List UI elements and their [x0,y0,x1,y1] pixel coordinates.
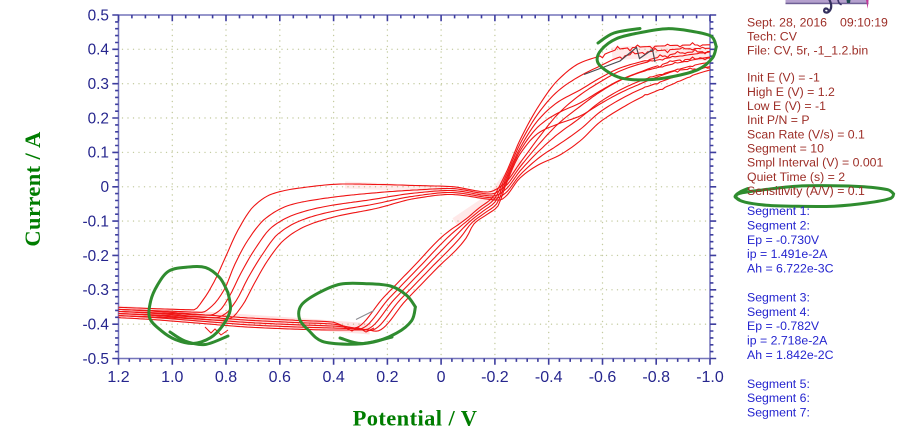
svg-text:-0.4: -0.4 [82,317,109,334]
svg-text:Segment 4:: Segment 4: [747,305,810,319]
svg-text:0.8: 0.8 [215,369,237,386]
svg-text:0: 0 [437,369,446,386]
svg-text:Segment = 10: Segment = 10 [747,142,824,156]
svg-text:0.3: 0.3 [88,76,109,93]
svg-text:Tech: CV: Tech: CV [747,30,798,44]
svg-text:Low E (V) = -1: Low E (V) = -1 [747,99,826,113]
svg-text:Ah = 6.722e-3C: Ah = 6.722e-3C [747,262,834,276]
svg-text:Segment 5:: Segment 5: [747,377,810,391]
svg-text:-0.8: -0.8 [642,369,670,386]
svg-text:0.1: 0.1 [88,145,109,162]
svg-text:0.4: 0.4 [88,42,110,59]
svg-text:Current / A: Current / A [20,131,45,247]
svg-text:1.0: 1.0 [161,369,183,386]
svg-text:0: 0 [100,179,109,196]
svg-text:Potential / V: Potential / V [353,406,478,431]
svg-text:-0.3: -0.3 [82,282,109,299]
svg-text:Init P/N = P: Init P/N = P [747,113,810,127]
svg-text:ip = 2.718e-2A: ip = 2.718e-2A [747,334,828,348]
svg-text:File: CV, 5r, -1_1.2.bin: File: CV, 5r, -1_1.2.bin [747,44,868,58]
svg-text:-0.2: -0.2 [82,248,109,265]
svg-text:-0.2: -0.2 [481,369,509,386]
svg-text:Quiet Time (s) = 2: Quiet Time (s) = 2 [747,170,845,184]
svg-text:-0.5: -0.5 [82,351,109,368]
svg-text:ip = 1.491e-2A: ip = 1.491e-2A [747,247,828,261]
svg-text:High E (V) = 1.2: High E (V) = 1.2 [747,85,835,99]
svg-text:-0.4: -0.4 [535,369,563,386]
svg-text:Ep = -0.730V: Ep = -0.730V [747,233,820,247]
svg-text:Ep = -0.782V: Ep = -0.782V [747,319,820,333]
svg-text:1.2: 1.2 [107,369,129,386]
svg-text:0.2: 0.2 [376,369,398,386]
svg-text:0.4: 0.4 [322,369,344,386]
svg-text:Segment 6:: Segment 6: [747,391,810,405]
svg-text:Scan Rate (V/s) = 0.1: Scan Rate (V/s) = 0.1 [747,127,865,141]
svg-text:Ah = 1.842e-2C: Ah = 1.842e-2C [747,348,834,362]
svg-text:Sensitivity (A/V) = 0.1: Sensitivity (A/V) = 0.1 [747,184,865,198]
svg-text:Sept. 28, 2016: Sept. 28, 2016 [747,16,827,30]
svg-text:0.5: 0.5 [88,7,109,24]
svg-text:Segment 3:: Segment 3: [747,290,810,304]
svg-text:Segment 1:: Segment 1: [747,204,810,218]
svg-text:-1.0: -1.0 [696,369,724,386]
svg-text:Smpl Interval (V) = 0.001: Smpl Interval (V) = 0.001 [747,156,884,170]
svg-text:0.2: 0.2 [88,110,109,127]
svg-text:Init E (V) = -1: Init E (V) = -1 [747,71,820,85]
svg-text:-0.1: -0.1 [82,213,109,230]
svg-text:Segment 7:: Segment 7: [747,406,810,420]
svg-text:0.6: 0.6 [269,369,291,386]
svg-text:09:10:19: 09:10:19 [840,16,888,30]
svg-text:-0.6: -0.6 [589,369,617,386]
svg-text:Segment 2:: Segment 2: [747,218,810,232]
